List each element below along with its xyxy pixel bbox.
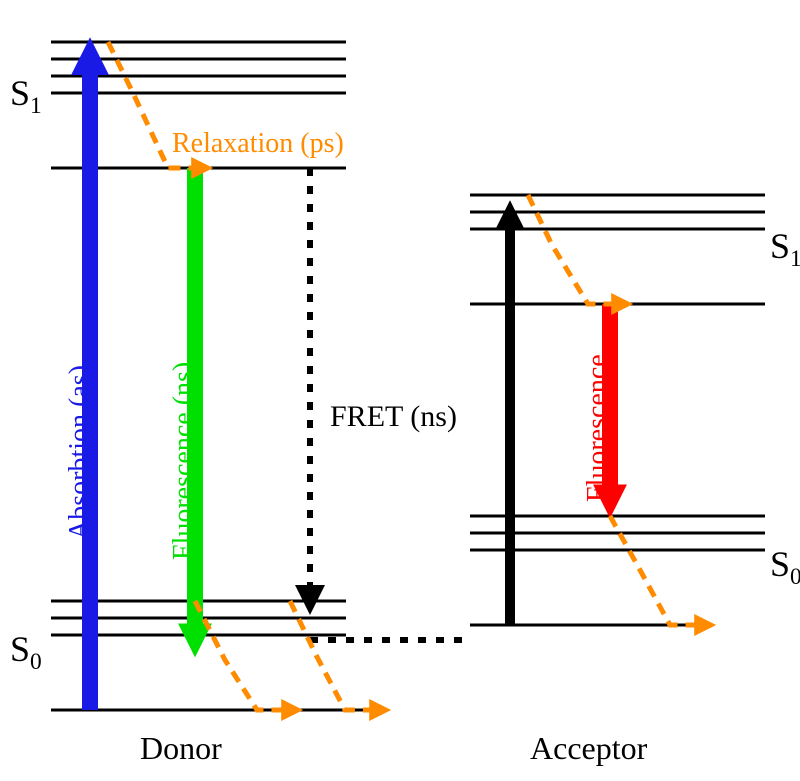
diagram-svg bbox=[0, 0, 800, 781]
state-label-s1-acceptor: S1 bbox=[770, 225, 800, 273]
donor-name: Donor bbox=[140, 730, 222, 767]
state-label-s1-donor: S1 bbox=[10, 72, 42, 120]
state-label-s0-acceptor: S0 bbox=[770, 543, 800, 591]
state-label-s0-donor: S0 bbox=[10, 628, 42, 676]
fluorescence-donor-label: Fluorescence (ns) bbox=[168, 362, 200, 560]
jablonski-fret-diagram: S1 S0 S1 S0 Relaxation (ps) FRET (ns) Ab… bbox=[0, 0, 800, 781]
relaxation-label: Relaxation (ps) bbox=[172, 128, 344, 160]
acceptor-name: Acceptor bbox=[530, 730, 647, 767]
fret-label: FRET (ns) bbox=[330, 400, 457, 434]
fluorescence-acceptor-label: Fluorescence bbox=[582, 354, 614, 502]
absorption-label: Absorbtion (as) bbox=[64, 365, 96, 540]
